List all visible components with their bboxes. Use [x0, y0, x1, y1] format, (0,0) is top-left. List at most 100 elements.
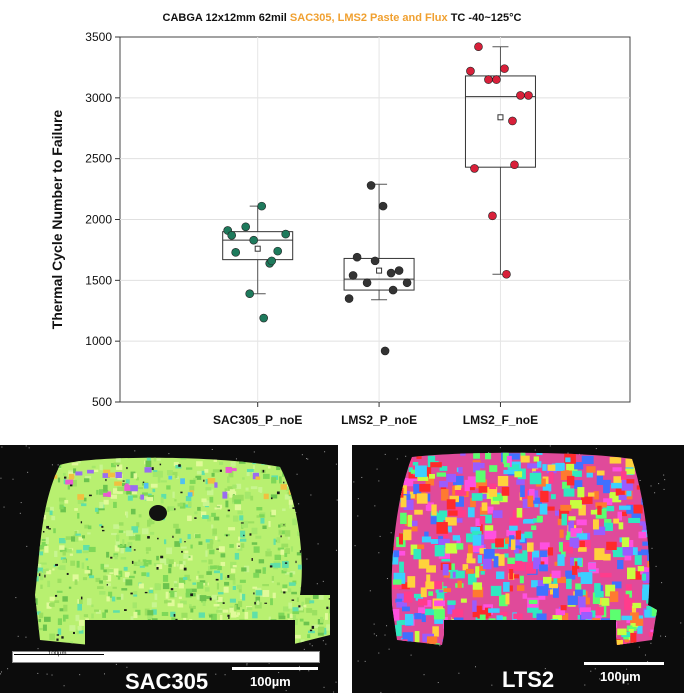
grain [658, 570, 664, 580]
grain [180, 457, 187, 460]
grain [467, 544, 473, 554]
pore [270, 497, 273, 500]
grain [600, 572, 612, 578]
grain [298, 609, 305, 613]
grain [640, 567, 651, 575]
grain [103, 575, 108, 581]
grain [154, 583, 162, 591]
grain [241, 520, 249, 528]
background-speckle [301, 454, 303, 456]
background-speckle [12, 478, 14, 480]
grain [626, 490, 632, 497]
pore [283, 524, 285, 526]
grain [133, 533, 137, 537]
background-speckle [626, 668, 628, 670]
grain [289, 613, 293, 619]
grain [593, 526, 606, 536]
grain [135, 609, 141, 616]
background-speckle [335, 463, 337, 465]
grain [291, 591, 297, 595]
grain [629, 571, 642, 580]
grain [445, 517, 457, 526]
grain [204, 587, 210, 592]
grain [49, 510, 53, 516]
grain [268, 616, 271, 620]
background-speckle [15, 597, 17, 599]
background-speckle [374, 505, 376, 507]
background-speckle [20, 502, 22, 504]
grain [238, 536, 241, 541]
grain [78, 599, 83, 605]
grain [262, 525, 267, 530]
pore [326, 606, 329, 610]
grain [270, 494, 278, 499]
grain [562, 470, 573, 478]
grain [318, 460, 324, 464]
grain [417, 476, 429, 481]
grain [135, 534, 141, 541]
grain [75, 614, 80, 622]
grain [587, 562, 597, 570]
grain [229, 574, 236, 581]
grain [566, 578, 572, 590]
grain [435, 643, 440, 645]
grain [433, 609, 445, 620]
grain [230, 461, 236, 467]
chart-title: CABGA 12x12mm 62mil SAC305, LMS2 Paste a… [163, 12, 522, 24]
grain [220, 573, 223, 580]
grain [566, 475, 575, 486]
grain [644, 609, 656, 618]
pore [284, 562, 288, 564]
grain [230, 568, 236, 573]
grain [317, 631, 324, 636]
grain [281, 561, 289, 568]
grain [91, 465, 96, 469]
pore [133, 549, 136, 551]
data-point [524, 91, 533, 100]
background-speckle [423, 674, 425, 676]
data-point [484, 75, 493, 84]
grain [426, 565, 436, 573]
background-speckle [647, 661, 649, 663]
grain [40, 562, 47, 565]
grain [41, 538, 47, 541]
background-speckle [37, 672, 39, 674]
chart-title-part-1: SAC305, LMS2 Paste and Flux [290, 12, 449, 24]
grain [660, 470, 667, 478]
pore [106, 583, 108, 586]
grain [137, 487, 143, 490]
grain [102, 612, 107, 618]
grain [142, 559, 147, 567]
grain [579, 540, 585, 548]
data-point [273, 246, 283, 256]
grain [394, 452, 405, 457]
grain [218, 461, 224, 465]
grain [153, 457, 157, 462]
grain [320, 519, 325, 524]
background-speckle [386, 578, 388, 580]
grain [618, 522, 624, 530]
grain [538, 592, 546, 600]
grain [187, 515, 192, 522]
grain [581, 455, 594, 464]
grain [278, 458, 286, 463]
grain [488, 608, 500, 613]
grain [232, 484, 237, 489]
grain [84, 524, 89, 529]
grain [274, 562, 281, 568]
grain [641, 456, 647, 466]
grain [186, 467, 193, 470]
grain [317, 495, 324, 503]
grain [580, 572, 593, 584]
grain [303, 621, 310, 626]
grain [531, 580, 540, 588]
grain [196, 470, 204, 475]
grain [232, 585, 237, 590]
grain [434, 544, 445, 557]
grain [492, 494, 503, 501]
background-speckle [316, 583, 318, 585]
grain [570, 557, 577, 566]
grain [35, 490, 37, 496]
grain [127, 495, 133, 501]
pore [73, 631, 75, 635]
